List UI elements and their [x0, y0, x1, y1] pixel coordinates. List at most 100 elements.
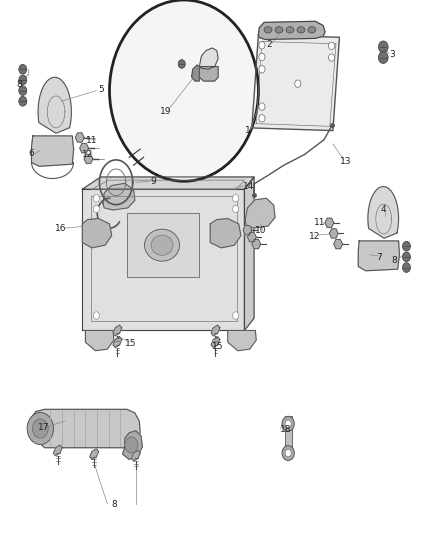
Text: 8: 8 [17, 80, 23, 88]
Bar [91, 196, 237, 321]
Polygon shape [53, 445, 62, 456]
Circle shape [285, 420, 291, 427]
Polygon shape [252, 35, 339, 131]
Ellipse shape [286, 27, 294, 33]
Circle shape [282, 416, 294, 431]
Polygon shape [329, 229, 338, 238]
Circle shape [403, 252, 410, 262]
Text: 14: 14 [243, 182, 254, 191]
Polygon shape [192, 65, 199, 81]
Polygon shape [243, 225, 252, 235]
Circle shape [178, 60, 185, 68]
Text: 17: 17 [38, 424, 49, 432]
Text: 13: 13 [340, 157, 352, 166]
Polygon shape [123, 431, 142, 459]
Text: 7: 7 [376, 253, 382, 262]
Text: 5: 5 [99, 85, 105, 94]
Polygon shape [113, 325, 122, 336]
Circle shape [93, 205, 99, 213]
Circle shape [93, 312, 99, 319]
Polygon shape [244, 177, 254, 330]
Polygon shape [228, 330, 256, 351]
Circle shape [259, 115, 265, 122]
Circle shape [259, 66, 265, 73]
Text: 9: 9 [150, 177, 156, 185]
Bar [127, 213, 199, 277]
Polygon shape [325, 218, 334, 228]
Polygon shape [90, 449, 99, 459]
Circle shape [378, 41, 388, 53]
Text: 4: 4 [381, 205, 386, 214]
Text: 10: 10 [255, 227, 266, 235]
Circle shape [295, 80, 301, 87]
Polygon shape [334, 239, 343, 249]
Text: 11: 11 [86, 136, 98, 144]
Circle shape [259, 103, 265, 110]
Polygon shape [84, 154, 93, 164]
Text: 19: 19 [160, 108, 171, 116]
Polygon shape [75, 133, 84, 142]
Circle shape [403, 241, 410, 251]
Circle shape [110, 0, 258, 181]
Ellipse shape [151, 235, 173, 255]
Text: 15: 15 [125, 340, 136, 348]
Circle shape [259, 42, 265, 49]
Ellipse shape [308, 27, 316, 33]
Text: 2: 2 [267, 40, 272, 49]
Polygon shape [33, 409, 140, 448]
Circle shape [93, 195, 99, 202]
Circle shape [328, 42, 335, 50]
Text: 12: 12 [82, 150, 93, 159]
Polygon shape [199, 48, 218, 69]
Circle shape [19, 86, 27, 95]
Polygon shape [103, 183, 135, 210]
Circle shape [19, 75, 27, 85]
Polygon shape [85, 330, 114, 351]
Polygon shape [247, 232, 256, 242]
Text: 8: 8 [111, 500, 117, 509]
Polygon shape [211, 337, 220, 348]
Circle shape [233, 195, 239, 202]
Circle shape [19, 96, 27, 106]
Circle shape [285, 449, 291, 457]
Circle shape [378, 52, 388, 63]
Polygon shape [258, 21, 325, 39]
Circle shape [233, 312, 239, 319]
Text: 6: 6 [28, 149, 35, 158]
Circle shape [27, 413, 53, 445]
Circle shape [328, 54, 335, 61]
Text: 3: 3 [389, 51, 395, 59]
Bar [285, 416, 292, 453]
Circle shape [19, 64, 27, 74]
Polygon shape [113, 337, 122, 348]
Circle shape [259, 53, 265, 61]
Text: 11: 11 [314, 219, 325, 227]
Text: 15: 15 [212, 342, 224, 351]
Text: 18: 18 [280, 425, 291, 433]
Text: 16: 16 [55, 224, 66, 232]
Circle shape [403, 263, 410, 272]
Circle shape [32, 419, 48, 438]
Text: 1: 1 [244, 126, 251, 135]
Polygon shape [131, 450, 140, 461]
Circle shape [233, 205, 239, 213]
Polygon shape [245, 198, 275, 228]
Circle shape [282, 446, 294, 461]
Polygon shape [199, 67, 218, 81]
Polygon shape [80, 143, 88, 153]
Ellipse shape [145, 229, 180, 261]
Text: 12: 12 [309, 232, 320, 240]
Polygon shape [82, 189, 244, 330]
Text: 8: 8 [391, 256, 397, 264]
Polygon shape [32, 136, 74, 166]
Polygon shape [252, 239, 261, 249]
Circle shape [125, 437, 138, 453]
Ellipse shape [297, 27, 305, 33]
Ellipse shape [264, 27, 272, 33]
Polygon shape [211, 325, 220, 336]
Ellipse shape [275, 27, 283, 33]
Polygon shape [38, 77, 71, 133]
Polygon shape [210, 219, 241, 248]
Polygon shape [82, 219, 112, 248]
Polygon shape [82, 177, 254, 189]
